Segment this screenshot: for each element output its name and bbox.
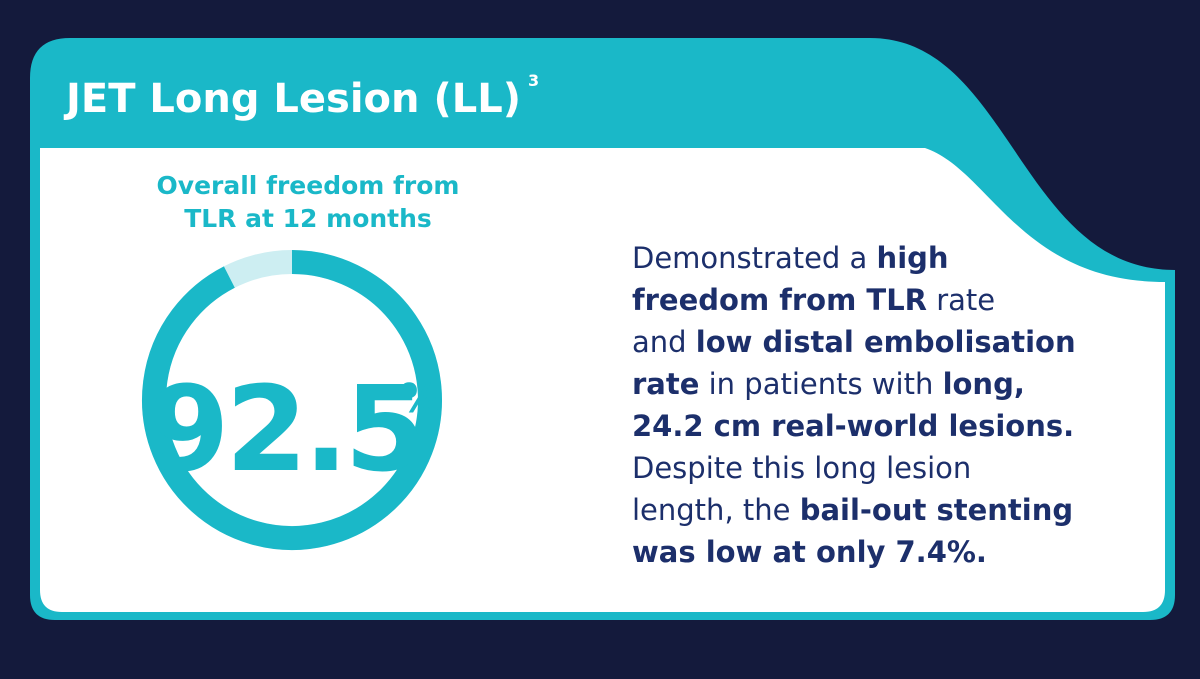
description: Demonstrated a high freedom from TLR rate… — [632, 241, 1076, 569]
description-line: rate in patients with long, — [632, 367, 1025, 401]
description-segment: Demonstrated a — [632, 241, 877, 275]
gauge: Overall freedom from TLR at 12 months 92.5… — [142, 171, 460, 550]
description-segment: 24.2 cm real-world lesions. — [632, 409, 1074, 443]
gauge-title: Overall freedom from — [157, 171, 460, 200]
description-line: 24.2 cm real-world lesions. — [632, 409, 1074, 443]
description-line: Despite this long lesion — [632, 451, 971, 485]
header-title: JET Long Lesion (LL) — [63, 76, 521, 122]
description-segment: rate — [927, 283, 995, 317]
description-segment: high — [877, 241, 949, 275]
description-segment: Despite this long lesion — [632, 451, 971, 485]
description-line: length, the bail-out stenting — [632, 493, 1073, 527]
gauge-arc — [142, 250, 442, 550]
gauge-unit: % — [400, 376, 440, 422]
description-segment: long, — [943, 367, 1025, 401]
description-segment: rate — [632, 367, 699, 401]
description-segment: bail-out stenting — [800, 493, 1073, 527]
description-line: Demonstrated a high — [632, 241, 949, 275]
header-superscript: 3 — [528, 71, 539, 90]
description-segment: length, the — [632, 493, 800, 527]
gauge-value: 92.5 — [147, 360, 422, 498]
description-segment: in patients with — [699, 367, 942, 401]
description-segment: low distal embolisation — [696, 325, 1076, 359]
description-line: freedom from TLR rate — [632, 283, 995, 317]
description-segment: and — [632, 325, 696, 359]
description-segment: freedom from TLR — [632, 283, 927, 317]
description-line: and low distal embolisation — [632, 325, 1076, 359]
gauge-title: TLR at 12 months — [184, 204, 432, 233]
description-segment: was low at only 7.4%. — [632, 535, 987, 569]
description-line: was low at only 7.4%. — [632, 535, 987, 569]
